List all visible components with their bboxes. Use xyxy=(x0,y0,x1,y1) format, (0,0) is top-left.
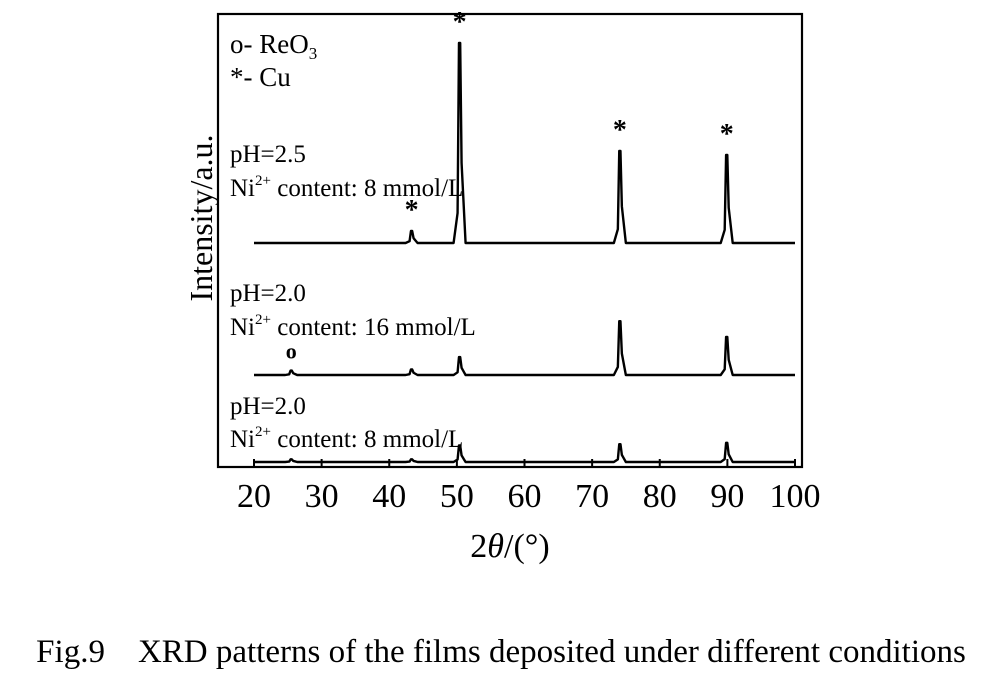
x-tick-label: 70 xyxy=(575,478,609,515)
x-tick-label: 60 xyxy=(508,478,542,515)
x-tick-label: 20 xyxy=(237,478,271,515)
reo3-peak-marker: o xyxy=(286,339,297,364)
x-tick-label: 30 xyxy=(305,478,339,515)
chart-svg: 20 30 40 50 60 70 80 90 100 2θ/(°) Intensity/a.u. o… xyxy=(183,7,821,565)
y-axis-label: Intensity/a.u. xyxy=(183,134,219,301)
x-axis-label: 2θ/(°) xyxy=(470,528,549,565)
series-line xyxy=(254,41,795,245)
plot-frame xyxy=(216,12,804,469)
series-label-ni: Ni2+ content: 16 mmol/L xyxy=(230,312,476,341)
xrd-chart: 20 30 40 50 60 70 80 90 100 2θ/(°) Intensity/a.u. o… xyxy=(183,7,821,565)
series-label-ph: pH=2.0 xyxy=(230,280,306,307)
x-tick-label: 40 xyxy=(372,478,406,515)
x-tick-label: 80 xyxy=(643,478,677,515)
series-label-ph: pH=2.5 xyxy=(230,141,306,168)
series-line xyxy=(254,441,795,464)
series-label-ni: Ni2+ content: 8 mmol/L xyxy=(230,424,463,453)
legend-entry: o- ReO3 xyxy=(230,29,317,63)
series-label-ni: Ni2+ content: 8 mmol/L xyxy=(230,173,463,202)
cu-peak-marker: * xyxy=(613,115,627,146)
cu-peak-marker: * xyxy=(720,119,734,150)
legend-entry: *- Cu xyxy=(230,62,291,92)
x-tick-label: 100 xyxy=(770,478,821,515)
series-label-ph: pH=2.0 xyxy=(230,393,306,420)
x-tick-label: 50 xyxy=(440,478,474,515)
cu-peak-marker: * xyxy=(405,195,419,226)
figure-caption: Fig.9 XRD patterns of the films deposite… xyxy=(36,634,966,670)
x-tick-label: 90 xyxy=(710,478,744,515)
cu-peak-marker: * xyxy=(453,7,467,38)
series-line xyxy=(254,320,795,377)
